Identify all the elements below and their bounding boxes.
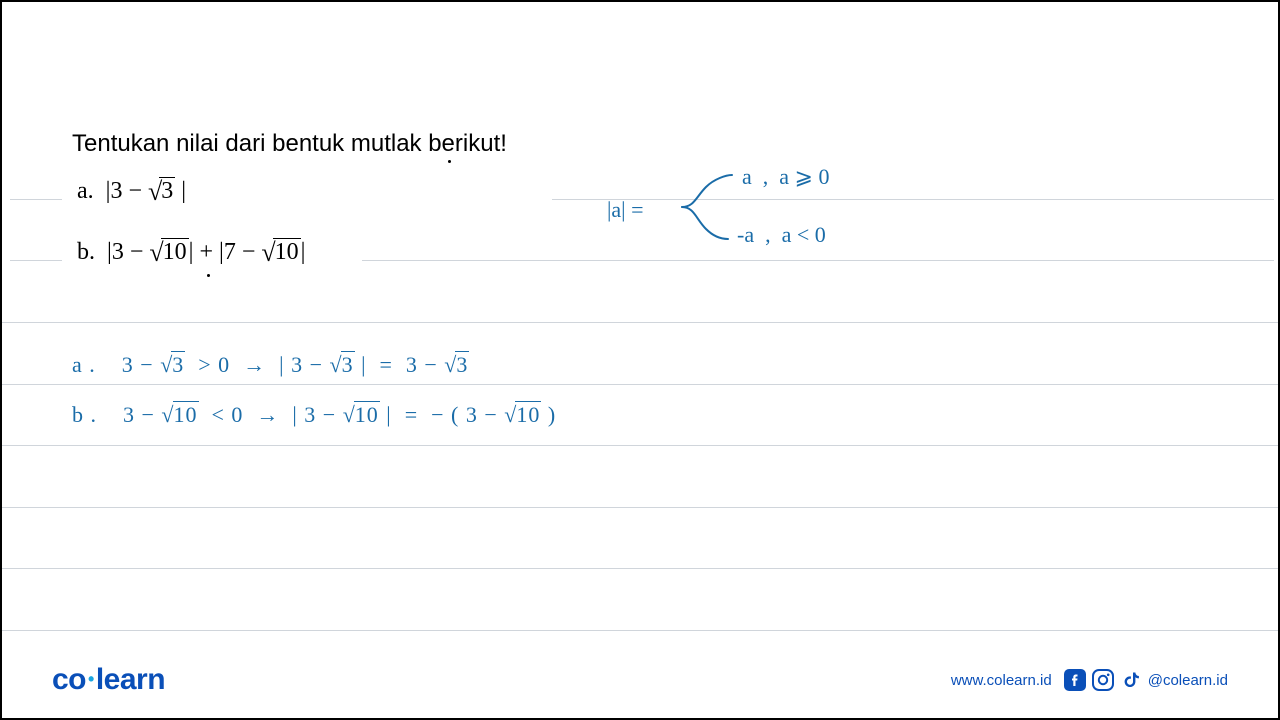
abs-open: |: [107, 239, 112, 265]
item-label: b.: [77, 239, 95, 265]
rule-line: [2, 384, 1278, 385]
abs-open: |: [219, 239, 224, 265]
item-label: a.: [77, 178, 94, 204]
hw-abs-lhs: |a| =: [607, 197, 643, 223]
rule-segment: [10, 260, 62, 261]
hw-case1-value: a: [742, 164, 752, 189]
hw-work-a: a . 3 − 3 > 0 → | 3 − 3 | = 3 − 3: [72, 352, 469, 378]
rule-line: [2, 630, 1278, 631]
hw-case1-cond: a ⩾ 0: [779, 164, 829, 189]
question-item-b: b. |3 − √10| + |7 − √10|: [77, 238, 305, 268]
tiktok-icon: [1120, 669, 1142, 691]
rule-segment: [10, 199, 62, 200]
hw-case1: a , a ⩾ 0: [742, 164, 829, 190]
question-prompt: Tentukan nilai dari bentuk mutlak beriku…: [72, 130, 507, 158]
rule-segment: [552, 199, 1274, 200]
hw-case2: -a , a < 0: [737, 222, 826, 248]
period-dot: [207, 274, 210, 277]
abs-close: |: [189, 239, 194, 265]
footer: co•learn www.colearn.id @colearn.id: [2, 660, 1278, 700]
logo-left: co: [52, 663, 86, 696]
social-handle: @colearn.id: [1148, 672, 1228, 689]
rule-line: [2, 568, 1278, 569]
period-dot: [448, 160, 451, 163]
hw-work-label: b .: [72, 402, 97, 427]
abs-close: |: [301, 239, 306, 265]
hw-case2-value: -a: [737, 222, 754, 247]
hw-work-b: b . 3 − 10 < 0 → | 3 − 10 | = − ( 3 − 10…: [72, 402, 556, 428]
instagram-icon: [1092, 669, 1114, 691]
hw-case2-cond: a < 0: [782, 222, 826, 247]
brace-icon: [674, 167, 734, 247]
abs-open: |: [106, 178, 111, 204]
abs-close: |: [181, 178, 186, 204]
social-icons: @colearn.id: [1064, 669, 1228, 691]
logo-right: learn: [96, 663, 165, 696]
rule-line: [2, 322, 1278, 323]
rule-line: [2, 445, 1278, 446]
hw-work-label: a .: [72, 352, 96, 377]
logo-dot-icon: •: [86, 669, 96, 689]
footer-url: www.colearn.id: [951, 672, 1052, 689]
brand-logo: co•learn: [52, 663, 165, 697]
facebook-icon: [1064, 669, 1086, 691]
rule-line: [2, 507, 1278, 508]
rule-segment: [362, 260, 1274, 261]
question-item-a: a. |3 − √3 |: [77, 177, 186, 207]
